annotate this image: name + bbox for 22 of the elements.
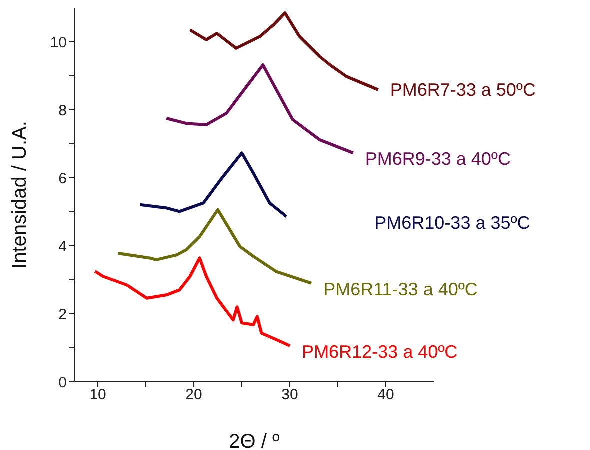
y-axis-title: Intensidad / U.A. <box>9 121 32 269</box>
y-tick-label: 8 <box>58 102 67 120</box>
series-label: PM6R7-33 a 50ºC <box>390 80 536 100</box>
line-series <box>188 12 380 92</box>
series-label: PM6R9-33 a 40ºC <box>365 149 512 170</box>
x-axis-title: 2Θ / º <box>229 431 281 450</box>
x-tick-label: 20 <box>186 386 202 404</box>
series-label: PM6R12-33 a 40ºC <box>302 342 458 362</box>
y-tick-label: 4 <box>58 238 67 256</box>
y-tick-label: 2 <box>58 306 67 324</box>
line-series <box>138 152 288 218</box>
x-tick-label: 40 <box>378 386 394 404</box>
y-tick-label: 10 <box>50 34 67 52</box>
line-series <box>116 208 314 285</box>
y-tick-label: 6 <box>58 170 67 188</box>
x-tick-label: 10 <box>90 386 106 404</box>
line-series <box>94 256 292 348</box>
series-label: PM6R11-33 a 40ºC <box>324 279 478 300</box>
y-tick-label: 0 <box>58 374 67 392</box>
line-series <box>165 64 355 155</box>
x-tick-label: 30 <box>282 386 298 404</box>
text: PM6R10-33 a 35ºC <box>374 212 530 233</box>
